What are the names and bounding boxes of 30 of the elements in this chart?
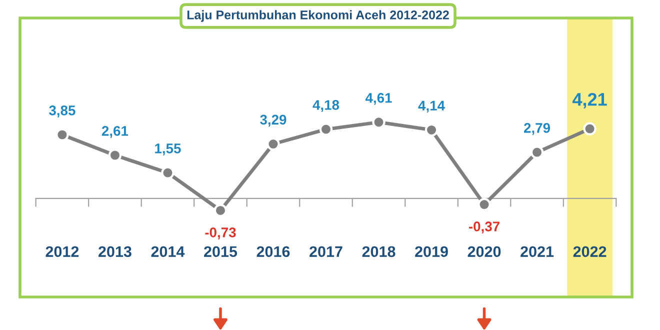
point — [108, 148, 122, 162]
point — [161, 166, 174, 180]
point — [372, 116, 386, 129]
data-label: -0,37 — [468, 222, 500, 234]
point — [56, 128, 69, 142]
data-label: 4,61 — [365, 92, 392, 105]
point — [530, 146, 544, 159]
x-tick-label: 2015 — [204, 246, 238, 258]
data-label: -0,73 — [205, 228, 236, 240]
x-tick-label: 2017 — [310, 246, 342, 258]
x-tick-label: 2013 — [98, 246, 132, 258]
point — [319, 122, 333, 136]
x-tick-label: 2018 — [362, 246, 396, 258]
chart-title: Laju Pertumbuhan Ekonomi Aceh 2012-2022 — [187, 10, 449, 22]
data-label: 1,55 — [155, 144, 181, 156]
data-label: 3,29 — [260, 114, 286, 127]
data-label: 3,85 — [49, 106, 76, 118]
x-tick-label: 2022 — [573, 246, 606, 258]
x-tick-label: 2020 — [468, 246, 501, 258]
data-label: 2,61 — [102, 126, 128, 138]
x-tick-label: 2014 — [151, 246, 185, 258]
x-tick-label: 2016 — [256, 246, 290, 258]
x-tick-label: 2021 — [520, 246, 554, 258]
x-tick-label: 2019 — [415, 246, 448, 258]
data-label: 4,21 — [572, 93, 607, 108]
data-label: 2,79 — [524, 123, 550, 135]
point — [583, 122, 596, 136]
x-tick-label: 2012 — [46, 246, 79, 258]
data-label: 4,14 — [418, 100, 445, 113]
data-label: 4,18 — [312, 100, 340, 112]
